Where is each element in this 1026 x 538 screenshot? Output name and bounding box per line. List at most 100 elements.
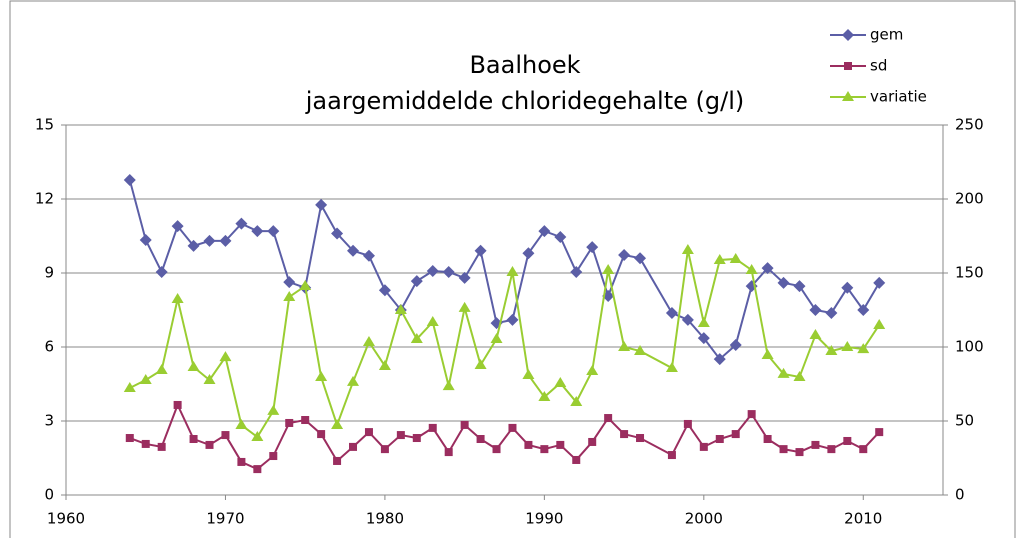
data-point	[171, 293, 184, 304]
data-point	[347, 244, 360, 257]
data-point	[713, 353, 726, 366]
data-point	[859, 445, 868, 454]
data-point	[331, 418, 344, 429]
data-point	[394, 304, 407, 314]
data-point	[315, 371, 328, 382]
data-point	[618, 341, 631, 351]
data-point	[476, 435, 485, 444]
data-point	[602, 264, 615, 275]
data-point	[203, 374, 216, 385]
data-point	[251, 430, 264, 441]
data-point	[729, 252, 742, 263]
data-point	[442, 266, 455, 279]
data-point	[522, 368, 535, 379]
data-point	[123, 174, 136, 187]
data-point	[492, 445, 501, 454]
data-point	[761, 262, 774, 275]
data-point	[811, 440, 820, 449]
data-point	[761, 348, 774, 359]
data-point	[426, 315, 439, 326]
data-point	[793, 280, 806, 293]
data-point	[713, 253, 726, 264]
data-point	[681, 313, 694, 326]
y2-tick-label: 0	[955, 486, 965, 504]
data-point	[299, 280, 312, 291]
x-tick-label: 1960	[47, 510, 85, 528]
data-point	[317, 430, 326, 439]
data-point	[235, 217, 248, 230]
data-point	[171, 220, 184, 233]
data-point	[380, 445, 389, 454]
data-point	[540, 445, 549, 454]
data-point	[123, 381, 136, 392]
data-point	[442, 380, 455, 391]
legend-label: variatie	[870, 88, 927, 106]
data-point	[745, 264, 758, 275]
x-tick-label: 1990	[525, 510, 563, 528]
data-point	[410, 333, 423, 344]
data-point	[827, 445, 836, 454]
data-point	[362, 335, 375, 346]
data-point	[665, 362, 678, 373]
data-point	[777, 367, 790, 378]
data-point	[412, 434, 421, 443]
x-tick-label: 1970	[206, 510, 244, 528]
data-point	[444, 448, 453, 457]
data-point	[460, 420, 469, 429]
data-point	[843, 436, 852, 445]
data-point	[570, 396, 583, 407]
data-point	[825, 306, 838, 319]
data-point	[683, 419, 692, 428]
data-point	[490, 333, 503, 344]
data-point	[634, 252, 647, 265]
legend-marker	[844, 62, 852, 70]
data-point	[267, 225, 280, 238]
y2-tick-label: 50	[955, 412, 974, 430]
data-point	[203, 234, 216, 247]
data-point	[586, 241, 599, 254]
data-point	[155, 363, 168, 374]
data-point	[235, 418, 248, 429]
data-point	[570, 266, 583, 279]
chart-title: Baalhoek	[469, 51, 580, 79]
data-point	[157, 442, 166, 451]
data-point	[857, 304, 870, 316]
data-point	[729, 339, 742, 352]
data-point	[538, 225, 551, 238]
data-point	[604, 414, 613, 423]
data-point	[474, 359, 487, 370]
data-point	[586, 364, 599, 375]
y-tick-label: 9	[44, 264, 54, 282]
data-point	[410, 275, 423, 288]
data-point	[588, 437, 597, 446]
y-tick-label: 0	[44, 486, 54, 504]
data-point	[269, 452, 278, 461]
data-point	[347, 375, 360, 386]
data-point	[667, 451, 676, 460]
data-point	[793, 371, 806, 382]
y2-tick-label: 200	[955, 190, 984, 208]
x-tick-label: 2010	[844, 510, 882, 528]
data-point	[205, 440, 214, 449]
data-point	[285, 418, 294, 427]
data-point	[364, 428, 373, 437]
data-point	[538, 391, 551, 402]
data-point	[378, 284, 391, 297]
y2-tick-label: 250	[955, 116, 984, 134]
data-point	[474, 244, 487, 257]
series-line	[129, 249, 881, 439]
data-point	[779, 445, 788, 454]
legend-label: gem	[870, 26, 903, 44]
y2-tick-label: 100	[955, 338, 984, 356]
data-point	[349, 442, 358, 451]
data-point	[681, 244, 694, 255]
data-point	[554, 376, 567, 387]
data-point	[697, 332, 710, 345]
data-point	[125, 434, 134, 443]
data-point	[173, 400, 182, 409]
data-point	[556, 440, 565, 449]
data-point	[634, 344, 647, 355]
data-point	[187, 360, 200, 371]
data-point	[139, 233, 152, 246]
data-point	[331, 227, 344, 240]
